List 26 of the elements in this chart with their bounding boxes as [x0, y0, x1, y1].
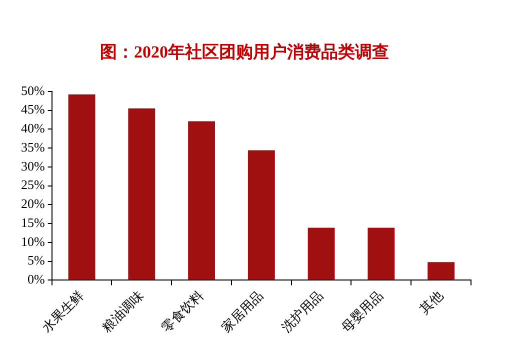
chart-title: 图：2020年社区团购用户消费品类调查 — [100, 42, 389, 62]
y-tick-label: 15% — [20, 214, 45, 230]
y-tick-label: 50% — [20, 82, 45, 98]
y-tick-label: 25% — [20, 177, 45, 192]
bar — [188, 121, 216, 280]
y-tick-label: 40% — [20, 120, 45, 136]
bar — [308, 228, 335, 280]
x-tick-label: 洗护用品 — [278, 288, 326, 336]
x-tick-label: 水果生鲜 — [38, 288, 86, 336]
bar — [428, 262, 455, 280]
y-tick-label: 10% — [20, 234, 45, 249]
x-tick-label: 零食饮料 — [158, 288, 206, 336]
y-tick-label: 20% — [20, 196, 45, 212]
x-tick-label: 母婴用品 — [338, 288, 386, 336]
bar — [68, 94, 96, 280]
bar — [368, 228, 395, 280]
y-tick-label: 35% — [20, 139, 45, 154]
x-tick-label: 家居用品 — [218, 288, 266, 336]
y-tick-label: 45% — [20, 102, 45, 117]
x-tick-label: 其他 — [416, 288, 446, 317]
y-tick-label: 30% — [20, 158, 45, 174]
y-tick-label: 5% — [27, 252, 45, 268]
y-tick-label: 0% — [27, 272, 45, 287]
bar — [128, 108, 156, 280]
x-tick-label: 粮油调味 — [98, 288, 146, 336]
bar — [248, 150, 275, 280]
